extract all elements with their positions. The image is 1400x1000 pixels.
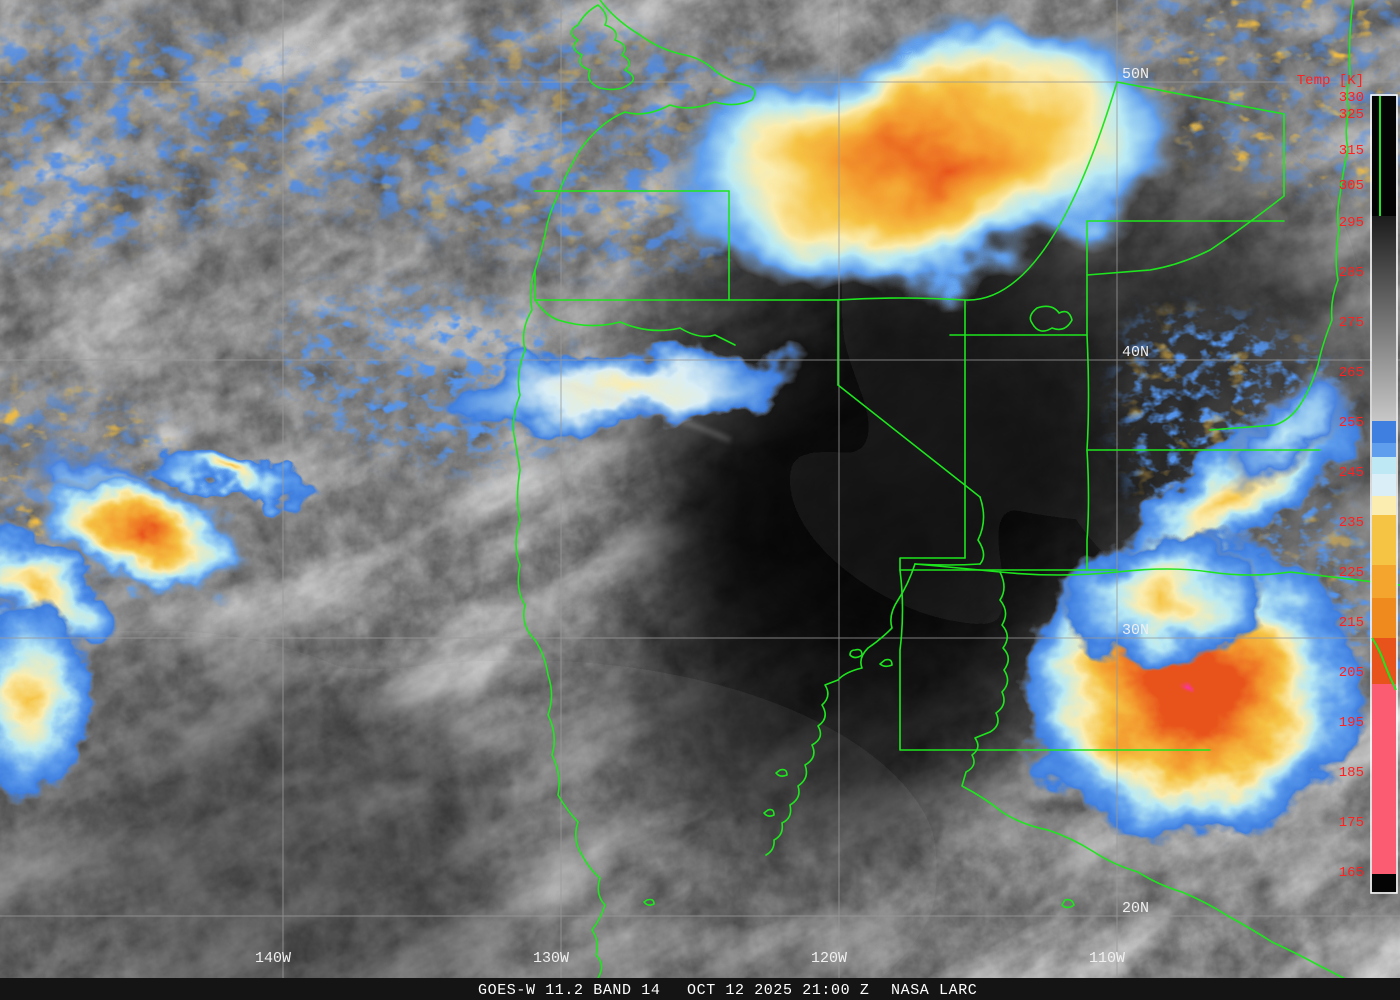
svg-text:185: 185 xyxy=(1339,765,1364,781)
svg-text:140W: 140W xyxy=(255,950,291,967)
svg-text:325: 325 xyxy=(1339,107,1364,123)
svg-text:245: 245 xyxy=(1339,465,1364,481)
svg-text:Temp [K]: Temp [K] xyxy=(1297,73,1364,89)
svg-text:195: 195 xyxy=(1339,715,1364,731)
svg-text:225: 225 xyxy=(1339,565,1364,581)
svg-text:20N: 20N xyxy=(1122,900,1149,917)
svg-text:GOES-W 11.2 BAND 14: GOES-W 11.2 BAND 14 xyxy=(478,982,660,999)
svg-text:295: 295 xyxy=(1339,215,1364,231)
svg-text:330: 330 xyxy=(1339,90,1364,106)
svg-text:255: 255 xyxy=(1339,415,1364,431)
svg-text:120W: 120W xyxy=(811,950,847,967)
svg-text:130W: 130W xyxy=(533,950,569,967)
svg-text:265: 265 xyxy=(1339,365,1364,381)
svg-text:40N: 40N xyxy=(1122,344,1149,361)
svg-text:NASA LARC: NASA LARC xyxy=(891,982,977,999)
svg-text:175: 175 xyxy=(1339,815,1364,831)
svg-text:315: 315 xyxy=(1339,143,1364,159)
svg-text:165: 165 xyxy=(1339,865,1364,881)
svg-text:215: 215 xyxy=(1339,615,1364,631)
svg-text:OCT 12 2025 21:00 Z: OCT 12 2025 21:00 Z xyxy=(687,982,869,999)
svg-text:285: 285 xyxy=(1339,265,1364,281)
svg-text:110W: 110W xyxy=(1089,950,1125,967)
svg-text:205: 205 xyxy=(1339,665,1364,681)
svg-text:30N: 30N xyxy=(1122,622,1149,639)
svg-text:50N: 50N xyxy=(1122,66,1149,83)
svg-text:275: 275 xyxy=(1339,315,1364,331)
svg-text:305: 305 xyxy=(1339,178,1364,194)
svg-text:235: 235 xyxy=(1339,515,1364,531)
